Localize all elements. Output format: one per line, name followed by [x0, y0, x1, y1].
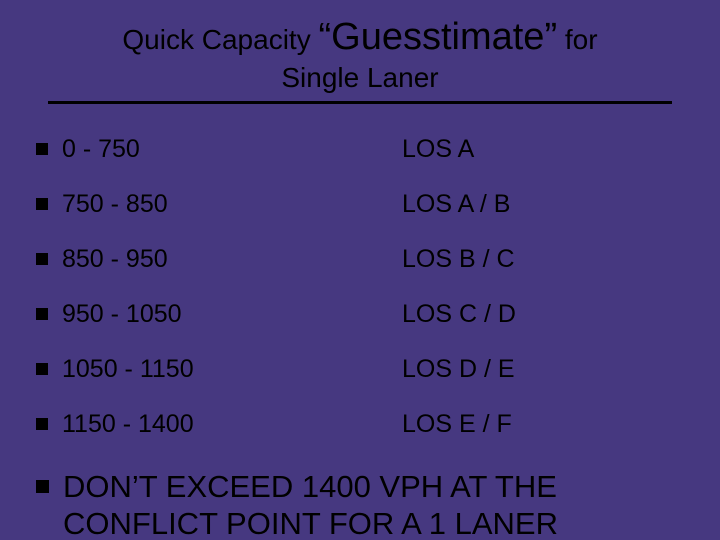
warning-text: DON’T EXCEED 1400 VPH AT THE CONFLICT PO… — [63, 468, 684, 540]
table-row: 950 - 1050 LOS C / D — [30, 287, 690, 342]
los-cell: LOS B / C — [402, 245, 690, 274]
title-post: for — [557, 24, 597, 55]
title-emphasis: “Guesstimate” — [318, 16, 557, 58]
slide-title: Quick Capacity “Guesstimate” for Single … — [48, 14, 672, 104]
table-row: 1050 - 1150 LOS D / E — [30, 342, 690, 397]
title-line-2: Single Laner — [48, 60, 672, 95]
table-row: 850 - 950 LOS B / C — [30, 232, 690, 287]
square-bullet-icon — [36, 418, 48, 430]
table-row: 0 - 750 LOS A — [30, 122, 690, 177]
los-cell: LOS A — [402, 135, 690, 164]
range-cell: 850 - 950 — [62, 245, 402, 274]
title-pre: Quick Capacity — [122, 24, 318, 55]
range-cell: 0 - 750 — [62, 135, 402, 164]
square-bullet-icon — [36, 198, 48, 210]
square-bullet-icon — [36, 363, 48, 375]
table-row: 750 - 850 LOS A / B — [30, 177, 690, 232]
capacity-table: 0 - 750 LOS A 750 - 850 LOS A / B 850 - … — [30, 122, 690, 452]
warning-note: DON’T EXCEED 1400 VPH AT THE CONFLICT PO… — [30, 452, 690, 540]
range-cell: 1050 - 1150 — [62, 355, 402, 384]
range-cell: 750 - 850 — [62, 190, 402, 219]
slide: Quick Capacity “Guesstimate” for Single … — [0, 0, 720, 540]
table-row: 1150 - 1400 LOS E / F — [30, 397, 690, 452]
los-cell: LOS E / F — [402, 410, 690, 439]
square-bullet-icon — [36, 253, 48, 265]
title-line-1: Quick Capacity “Guesstimate” for — [48, 14, 672, 62]
los-cell: LOS A / B — [402, 190, 690, 219]
square-bullet-icon — [36, 143, 48, 155]
range-cell: 950 - 1050 — [62, 300, 402, 329]
square-bullet-icon — [36, 480, 49, 493]
los-cell: LOS D / E — [402, 355, 690, 384]
range-cell: 1150 - 1400 — [62, 410, 402, 439]
los-cell: LOS C / D — [402, 300, 690, 329]
square-bullet-icon — [36, 308, 48, 320]
